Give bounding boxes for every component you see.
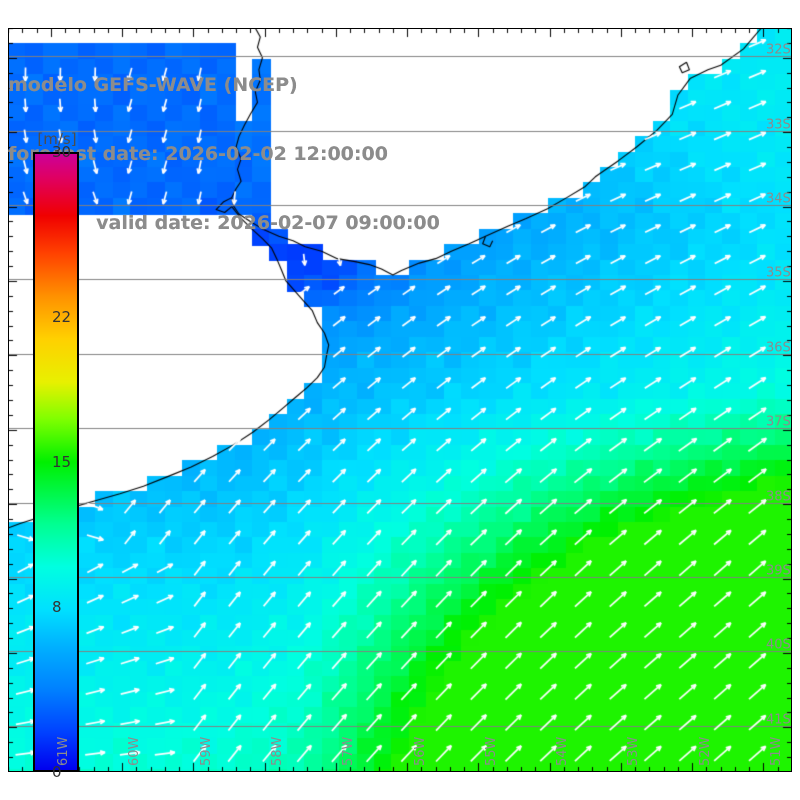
lat-label-37S: 37S [766,414,791,430]
wind-direction-arrows [8,28,792,772]
lat-label-34S: 34S [766,191,791,207]
map-title-block: modelo GEFS-WAVE (NCEP) forecast date: 2… [8,28,528,281]
lon-label-52W: 52W [697,736,713,766]
colorbar-gradient [33,152,79,772]
map-plot-area[interactable] [8,28,792,772]
lon-label-57W: 57W [341,736,357,766]
lat-label-32S: 32S [766,42,791,58]
lon-label-55W: 55W [483,736,499,766]
lat-label-36S: 36S [766,340,791,356]
lat-label-41S: 41S [766,712,791,728]
lon-label-60W: 60W [127,736,143,766]
colorbar-tick-15: 15 [52,453,72,471]
lon-label-61W: 61W [56,736,72,766]
lat-label-38S: 38S [766,489,791,505]
lon-label-51W: 51W [768,736,784,766]
lat-label-40S: 40S [766,637,791,653]
colorbar[interactable] [33,152,79,772]
colorbar-tick-30: 30 [52,143,72,161]
lat-label-39S: 39S [766,563,791,579]
lon-label-58W: 58W [270,736,285,766]
lon-label-53W: 53W [626,736,642,766]
colorbar-tick-8: 8 [52,597,62,616]
title-model: modelo GEFS-WAVE (NCEP) [8,74,298,96]
lon-label-54W: 54W [555,736,571,766]
colorbar-tick-0: 0 [52,763,62,781]
title-valid-date: valid date: 2026-02-07 09:00:00 [96,212,440,234]
lon-label-59W: 59W [198,736,214,766]
lat-label-35S: 35S [766,265,791,281]
lat-label-33S: 33S [766,117,791,133]
lon-label-56W: 56W [412,736,428,766]
colorbar-tick-22: 22 [52,308,72,327]
colorbar-units-label: [m/s] [37,130,77,148]
